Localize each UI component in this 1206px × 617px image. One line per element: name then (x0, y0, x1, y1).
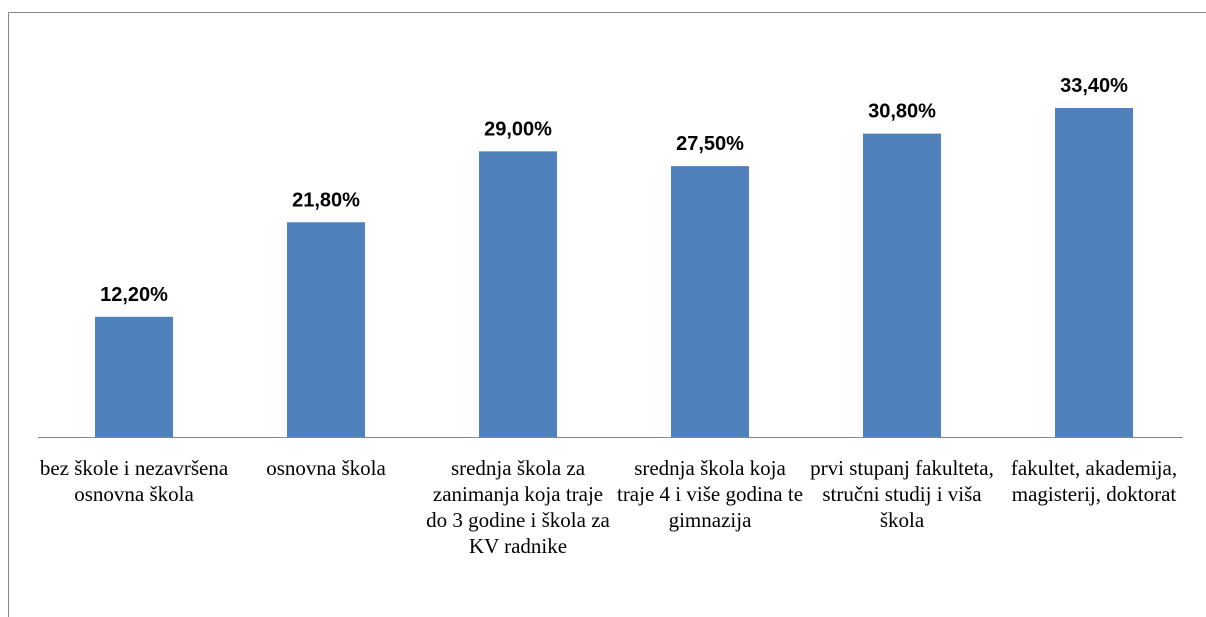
bar (671, 166, 749, 437)
bar (287, 222, 365, 437)
x-tick-label: bez škole i nezavršena osnovna škola (39, 456, 229, 506)
bar (479, 151, 557, 438)
data-label: 33,40% (1060, 75, 1128, 97)
data-label: 21,80% (292, 189, 360, 211)
x-tick-label: prvi stupanj fakulteta, stručni studij i… (810, 456, 994, 532)
x-tick-label: osnovna škola (266, 456, 386, 480)
x-tick-label: srednja škola koja traje 4 i više godina… (616, 456, 804, 532)
data-label: 12,20% (100, 284, 168, 306)
data-label: 30,80% (868, 101, 936, 123)
data-label: 29,00% (484, 118, 552, 140)
data-label: 27,50% (676, 133, 744, 155)
bar (1055, 108, 1133, 437)
x-tick-label: srednja škola za zanimanja koja traje do… (426, 456, 610, 558)
bar (95, 316, 173, 437)
bar (863, 133, 941, 437)
x-tick-label: fakultet, akademija, magisterij, doktora… (1010, 456, 1178, 506)
